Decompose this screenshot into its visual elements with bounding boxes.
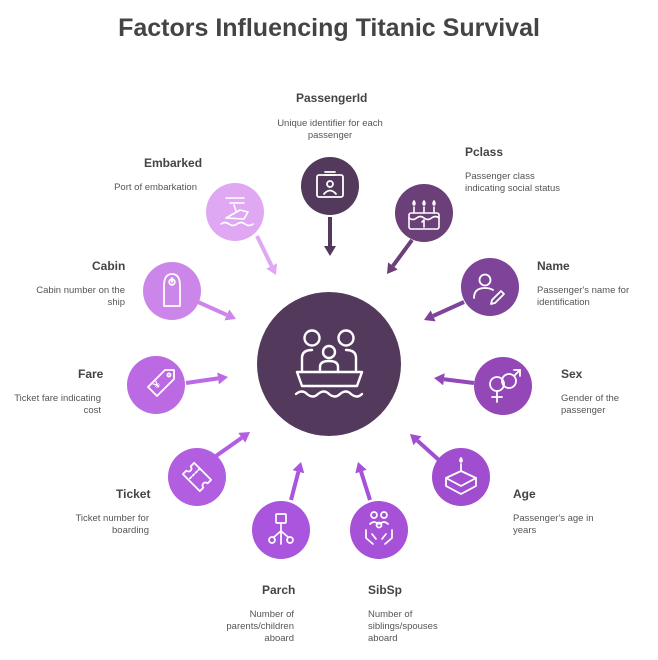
label-passengerid: PassengerId <box>296 91 368 105</box>
arrow-fare-shaft <box>185 376 219 385</box>
label-name: Name <box>537 259 570 273</box>
arrow-pclass-head <box>387 262 398 274</box>
node-fare: ¥ <box>127 356 185 414</box>
desc-passengerid: Unique identifier for each passenger <box>277 118 383 141</box>
arrow-sibsp-shaft <box>359 470 372 501</box>
label-sex: Sex <box>561 367 583 381</box>
arrow-cabin-shaft <box>197 300 228 317</box>
person-pen-icon <box>473 273 505 305</box>
ticket-icon <box>181 461 213 493</box>
arrow-cabin-head <box>224 309 236 321</box>
birthday-cake-icon <box>445 457 477 495</box>
node-parch <box>252 501 310 559</box>
desc-embarked: Port of embarkation <box>114 182 197 193</box>
node-ticket <box>168 448 226 506</box>
arrow-sibsp-head <box>355 462 367 474</box>
desc-cabin: Cabin number on the ship <box>36 285 125 308</box>
node-sex <box>474 357 532 415</box>
diagram-title: Factors Influencing Titanic Survival <box>118 14 540 42</box>
sinking-ship-icon <box>220 197 254 227</box>
label-age: Age <box>513 487 536 501</box>
desc-fare: Ticket fare indicating cost <box>14 393 101 416</box>
door-hanger-icon <box>163 273 181 307</box>
desc-pclass: Passenger class indicating social status <box>465 171 561 194</box>
label-parch: Parch <box>262 583 296 597</box>
family-hands-icon <box>365 511 393 545</box>
arrow-sex-head <box>434 373 445 386</box>
desc-sibsp: Number of siblings/spouses aboard <box>368 609 438 644</box>
arrows <box>185 217 475 501</box>
arrow-embarked-head <box>266 263 278 275</box>
label-fare: Fare <box>78 367 104 381</box>
label-pclass: Pclass <box>465 145 504 159</box>
node-embarked <box>206 183 264 241</box>
desc-ticket: Ticket number for boarding <box>75 513 149 536</box>
node-name <box>461 258 519 316</box>
desc-sex: Gender of the passenger <box>561 393 620 416</box>
family-boat-icon <box>294 329 364 398</box>
arrow-ticket-head <box>238 432 250 443</box>
label-embarked: Embarked <box>144 156 203 170</box>
arrow-passengerid-head <box>324 246 336 256</box>
node-age <box>432 448 490 506</box>
desc-name: Passenger's name for identification <box>537 285 630 308</box>
center-circle <box>257 292 401 436</box>
arrow-pclass-shaft <box>391 238 414 268</box>
desc-age: Passenger's age in years <box>513 513 594 536</box>
arrow-name-head <box>424 310 436 322</box>
node-passengerid <box>301 157 359 215</box>
arrow-parch-shaft <box>289 471 301 501</box>
node-cabin <box>143 262 201 320</box>
node-sibsp <box>350 501 408 559</box>
label-cabin: Cabin <box>92 259 126 273</box>
desc-parch: Number of parents/children aboard <box>226 609 294 644</box>
arrow-age-head <box>410 434 422 446</box>
node-pclass <box>395 184 453 242</box>
gender-symbols-icon <box>489 369 521 403</box>
arrow-fare-head <box>217 372 228 385</box>
arrow-age-shaft <box>416 439 442 463</box>
label-ticket: Ticket <box>116 487 151 501</box>
label-sibsp: SibSp <box>368 583 403 597</box>
family-tree-icon <box>268 513 294 545</box>
arrow-sex-shaft <box>443 377 475 385</box>
cake-class-icon <box>408 200 440 230</box>
arrow-embarked-shaft <box>255 235 274 267</box>
arrow-name-shaft <box>432 300 465 318</box>
arrow-ticket-shaft <box>214 436 243 458</box>
id-card-icon <box>316 171 344 198</box>
arrow-parch-head <box>292 462 305 474</box>
